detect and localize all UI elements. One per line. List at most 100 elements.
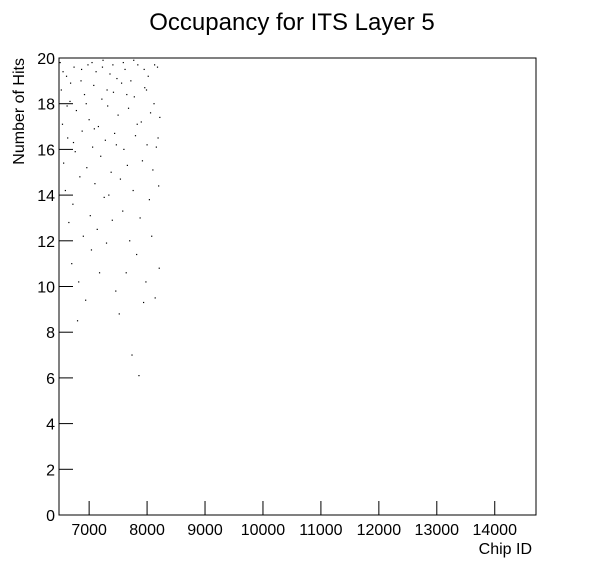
point	[137, 64, 139, 66]
point	[154, 64, 156, 66]
point	[65, 75, 68, 77]
point	[76, 320, 79, 322]
point	[122, 210, 124, 212]
x-tick-label: 11000	[299, 522, 342, 539]
point	[72, 141, 75, 144]
y-tick-label: 10	[37, 280, 55, 297]
point	[138, 375, 140, 377]
point	[108, 194, 110, 196]
point	[86, 167, 88, 169]
point	[140, 121, 142, 123]
point	[158, 185, 160, 187]
point	[122, 61, 124, 64]
point	[95, 71, 97, 73]
point	[67, 137, 69, 139]
point	[112, 91, 115, 93]
point	[145, 89, 148, 91]
point	[94, 183, 96, 185]
point	[131, 354, 133, 356]
point	[73, 66, 75, 68]
point	[85, 299, 87, 301]
y-tick-label: 16	[37, 142, 55, 159]
y-tick-label: 0	[46, 508, 55, 525]
point	[80, 80, 82, 82]
y-tick-label: 18	[37, 97, 55, 114]
point	[59, 61, 61, 64]
point	[79, 176, 81, 178]
x-axis-label: Chip ID	[479, 541, 532, 558]
y-tick-label: 8	[46, 325, 55, 342]
point	[115, 144, 117, 146]
y-tick-label: 20	[37, 51, 55, 68]
point	[62, 71, 64, 73]
point	[130, 80, 132, 82]
point	[101, 98, 103, 100]
point	[116, 77, 118, 80]
point	[153, 103, 155, 105]
point	[82, 235, 84, 237]
x-tick-label: 8000	[129, 522, 165, 539]
point	[118, 313, 120, 315]
point	[151, 235, 153, 237]
point	[63, 162, 65, 164]
point	[159, 116, 161, 119]
point	[74, 151, 76, 153]
point	[93, 128, 95, 130]
point	[147, 75, 149, 77]
point	[133, 96, 135, 98]
point	[104, 139, 106, 141]
point	[148, 199, 150, 201]
point	[141, 160, 144, 162]
point	[144, 87, 146, 89]
point	[115, 290, 117, 292]
point	[98, 272, 101, 274]
point	[132, 189, 134, 192]
point	[81, 130, 83, 132]
y-axis-label: Number of Hits	[11, 58, 28, 165]
point	[109, 73, 111, 75]
point	[105, 242, 108, 244]
point	[97, 125, 100, 128]
point	[96, 228, 98, 230]
point	[154, 297, 156, 299]
point	[60, 89, 62, 91]
point	[139, 217, 141, 219]
point	[68, 221, 70, 224]
point	[142, 301, 145, 304]
point	[111, 219, 113, 221]
point	[64, 189, 66, 192]
point	[85, 103, 87, 105]
x-tick-label: 10000	[241, 522, 286, 539]
x-tick-label: 13000	[415, 522, 460, 539]
point	[146, 144, 148, 146]
point	[152, 169, 154, 171]
y-tick-label: 2	[46, 462, 55, 479]
point	[123, 148, 125, 150]
point	[157, 137, 159, 139]
point	[92, 146, 94, 148]
point	[61, 123, 64, 125]
point	[69, 82, 72, 84]
point	[103, 196, 105, 198]
point	[91, 61, 93, 64]
point	[106, 89, 108, 91]
point	[155, 146, 157, 148]
point	[78, 281, 80, 283]
point	[112, 64, 114, 66]
x-tick-label: 14000	[472, 522, 517, 539]
point	[66, 105, 68, 107]
point	[149, 112, 152, 114]
point	[93, 84, 95, 87]
point	[119, 178, 122, 180]
point	[117, 114, 119, 116]
point	[127, 107, 130, 109]
point	[69, 100, 71, 103]
point	[83, 93, 86, 96]
x-tick-label: 9000	[187, 522, 223, 539]
point	[125, 272, 127, 274]
x-tick-label: 7000	[71, 522, 107, 539]
y-tick-label: 4	[46, 417, 55, 434]
point	[102, 59, 104, 61]
point	[71, 263, 73, 265]
